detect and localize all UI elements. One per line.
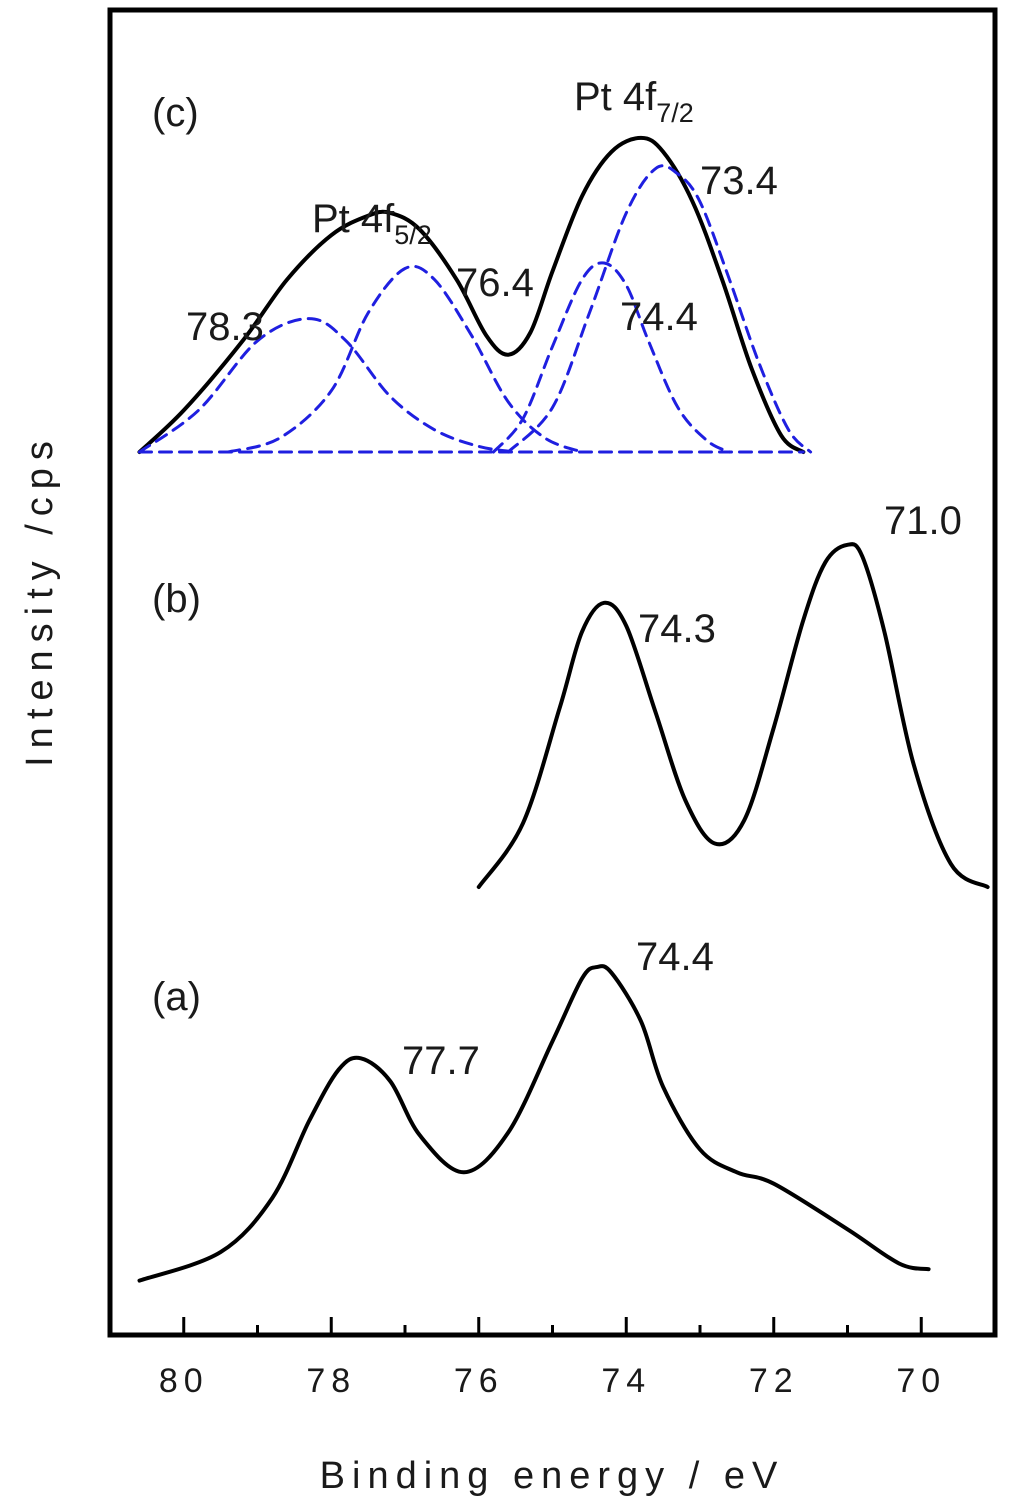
panel-label-c: (c) bbox=[152, 91, 199, 135]
peak-label-c-74-4: 74.4 bbox=[620, 295, 698, 339]
panel-label-b: (b) bbox=[152, 577, 201, 621]
x-tick-label-74: 74 bbox=[601, 1362, 651, 1400]
peak-label-c-78-3: 78.3 bbox=[186, 305, 264, 349]
x-axis-title: Binding energy / eV bbox=[320, 1455, 785, 1497]
panel-a-spectrum-line bbox=[137, 964, 931, 1283]
panel-c-fit-curve-1 bbox=[138, 317, 518, 454]
peak-label-b-71-0: 71.0 bbox=[884, 499, 962, 543]
peak-label-a-77-7: 77.7 bbox=[402, 1039, 480, 1083]
x-tick-label-72: 72 bbox=[749, 1362, 799, 1400]
panel-b-spectrum-line bbox=[476, 542, 990, 889]
panel-c-fit-curve-3 bbox=[492, 261, 731, 454]
plot-frame bbox=[107, 7, 998, 1338]
peak-label-b-74-3: 74.3 bbox=[638, 607, 716, 651]
panel-c-spectrum-line bbox=[137, 135, 806, 454]
panel-label-a: (a) bbox=[152, 975, 201, 1019]
panel-c-fit-curve-4 bbox=[506, 164, 813, 454]
peak-title-pt-4f-5-2: Pt 4f5/2 bbox=[312, 197, 432, 250]
y-axis-title: Intensity /cps bbox=[19, 433, 61, 767]
peak-label-a-74-4: 74.4 bbox=[636, 935, 714, 979]
x-tick-label-78: 78 bbox=[306, 1362, 356, 1400]
peak-label-c-76-4: 76.4 bbox=[456, 261, 534, 305]
x-tick-label-70: 70 bbox=[896, 1362, 946, 1400]
peak-label-c-73-4: 73.4 bbox=[700, 159, 778, 203]
spectrum-curves bbox=[137, 135, 990, 1283]
x-axis-ticks: 80 78 76 74 72 70 bbox=[159, 1317, 946, 1400]
peak-title-pt-4f-7-2: Pt 4f7/2 bbox=[574, 75, 694, 128]
x-tick-label-76: 76 bbox=[454, 1362, 504, 1400]
x-tick-label-80: 80 bbox=[159, 1362, 209, 1400]
